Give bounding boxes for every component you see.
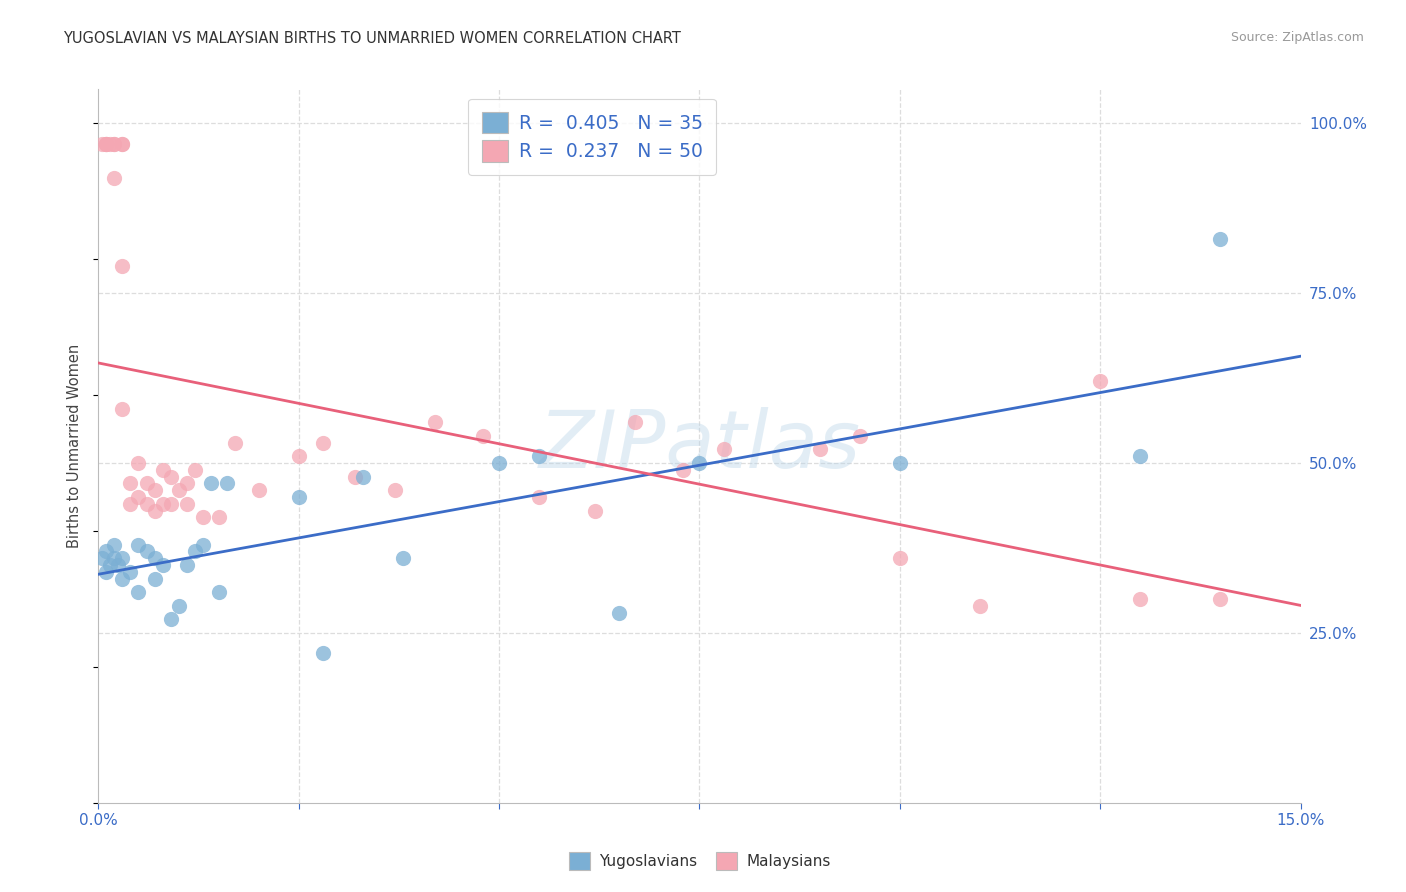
Point bbox=[224, 435, 246, 450]
Point bbox=[247, 483, 270, 498]
Point bbox=[100, 558, 122, 572]
Point bbox=[969, 599, 991, 613]
Text: YUGOSLAVIAN VS MALAYSIAN BIRTHS TO UNMARRIED WOMEN CORRELATION CHART: YUGOSLAVIAN VS MALAYSIAN BIRTHS TO UNMAR… bbox=[63, 31, 681, 46]
Point bbox=[120, 476, 142, 491]
Point bbox=[103, 537, 125, 551]
Text: ZIPatlas: ZIPatlas bbox=[538, 407, 860, 485]
Legend: Yugoslavians, Malaysians: Yugoslavians, Malaysians bbox=[561, 845, 838, 877]
Point bbox=[288, 449, 311, 463]
Point bbox=[111, 572, 134, 586]
Point bbox=[96, 136, 118, 151]
Point bbox=[208, 510, 231, 524]
Point bbox=[312, 435, 335, 450]
Point bbox=[159, 469, 181, 483]
Y-axis label: Births to Unmarried Women: Births to Unmarried Women bbox=[67, 344, 83, 548]
Point bbox=[96, 136, 118, 151]
Text: Source: ZipAtlas.com: Source: ZipAtlas.com bbox=[1230, 31, 1364, 45]
Point bbox=[176, 476, 198, 491]
Point bbox=[191, 537, 214, 551]
Point bbox=[215, 476, 238, 491]
Point bbox=[167, 599, 190, 613]
Point bbox=[713, 442, 735, 457]
Point bbox=[143, 551, 166, 566]
Point bbox=[103, 170, 125, 185]
Point bbox=[183, 463, 205, 477]
Point bbox=[1129, 591, 1152, 606]
Point bbox=[889, 456, 911, 470]
Point bbox=[120, 497, 142, 511]
Point bbox=[96, 565, 118, 579]
Point bbox=[96, 136, 118, 151]
Point bbox=[143, 483, 166, 498]
Point bbox=[128, 456, 150, 470]
Point bbox=[689, 456, 711, 470]
Point bbox=[288, 490, 311, 504]
Point bbox=[312, 646, 335, 660]
Point bbox=[135, 476, 157, 491]
Point bbox=[103, 551, 125, 566]
Point bbox=[849, 429, 872, 443]
Point bbox=[624, 415, 647, 429]
Point bbox=[423, 415, 446, 429]
Point bbox=[488, 456, 510, 470]
Point bbox=[152, 463, 174, 477]
Point bbox=[103, 136, 125, 151]
Point bbox=[392, 551, 415, 566]
Point bbox=[111, 551, 134, 566]
Point bbox=[111, 136, 134, 151]
Point bbox=[352, 469, 374, 483]
Point bbox=[128, 537, 150, 551]
Point bbox=[143, 503, 166, 517]
Point bbox=[384, 483, 406, 498]
Point bbox=[143, 572, 166, 586]
Point bbox=[111, 259, 134, 273]
Point bbox=[808, 442, 831, 457]
Point bbox=[583, 503, 606, 517]
Point bbox=[472, 429, 495, 443]
Point bbox=[176, 497, 198, 511]
Point bbox=[889, 551, 911, 566]
Point bbox=[107, 558, 129, 572]
Point bbox=[96, 544, 118, 558]
Point bbox=[135, 544, 157, 558]
Point bbox=[183, 544, 205, 558]
Point bbox=[135, 497, 157, 511]
Point bbox=[91, 551, 114, 566]
Point bbox=[91, 136, 114, 151]
Point bbox=[176, 558, 198, 572]
Point bbox=[200, 476, 222, 491]
Point bbox=[191, 510, 214, 524]
Point bbox=[529, 449, 551, 463]
Point bbox=[343, 469, 366, 483]
Point bbox=[100, 136, 122, 151]
Point bbox=[152, 497, 174, 511]
Point bbox=[128, 585, 150, 599]
Point bbox=[128, 490, 150, 504]
Point bbox=[1088, 375, 1111, 389]
Point bbox=[208, 585, 231, 599]
Point bbox=[1129, 449, 1152, 463]
Point bbox=[609, 606, 631, 620]
Point bbox=[159, 497, 181, 511]
Point bbox=[1209, 591, 1232, 606]
Point bbox=[529, 490, 551, 504]
Point bbox=[1209, 232, 1232, 246]
Point bbox=[103, 136, 125, 151]
Point bbox=[152, 558, 174, 572]
Point bbox=[111, 401, 134, 416]
Point bbox=[120, 565, 142, 579]
Point bbox=[167, 483, 190, 498]
Point bbox=[672, 463, 695, 477]
Point bbox=[159, 612, 181, 626]
Point bbox=[111, 136, 134, 151]
